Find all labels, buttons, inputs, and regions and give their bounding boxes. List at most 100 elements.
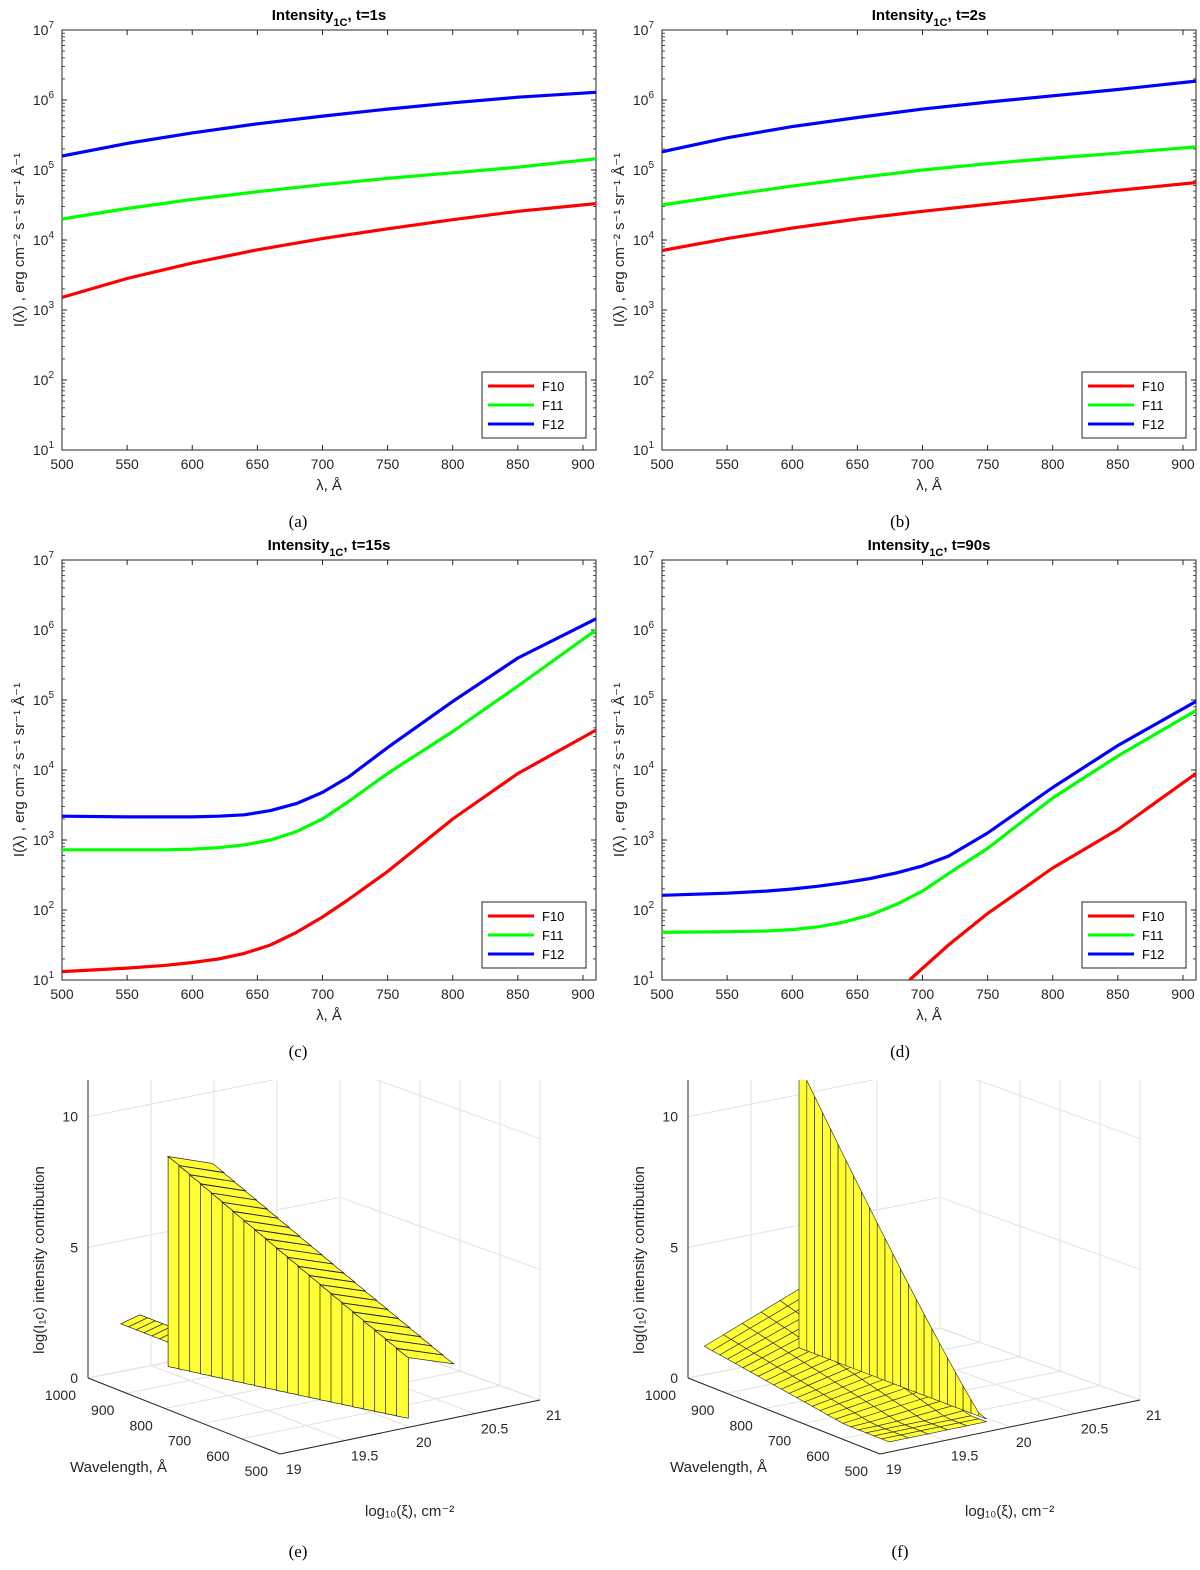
y-tick-label-f: 19.5: [951, 1448, 978, 1464]
surface-facet-f: [822, 1112, 831, 1361]
caption-a: (a): [288, 512, 308, 531]
legend-label-f11-c: F11: [542, 928, 563, 943]
x-tick-label-b: 500: [650, 456, 674, 472]
x-tick-label-d: 650: [846, 986, 870, 1002]
y-tick-label-a: 102: [33, 370, 55, 388]
y-tick-label-e: 20: [416, 1434, 432, 1450]
surface-facet-f: [900, 1268, 909, 1390]
surface-facet-e: [385, 1338, 398, 1417]
x-tick-label-b: 600: [781, 456, 805, 472]
caption-e: (e): [288, 1542, 308, 1561]
series-line-f10-c: [62, 728, 596, 974]
surface-facet-f: [923, 1313, 933, 1399]
legend-label-f11-b: F11: [1142, 398, 1163, 413]
x-tick-label-f: 900: [691, 1402, 715, 1418]
y-tick-label-a: 107: [33, 20, 55, 38]
series-line-f11-a: [62, 157, 596, 221]
surface-facet-f: [978, 1412, 987, 1420]
surface-facet-e: [374, 1329, 387, 1415]
series-line-f11-d: [662, 709, 1196, 934]
caption-f: (f): [891, 1542, 909, 1561]
x-axis-label-b: λ, Å: [916, 477, 942, 494]
series-line-f10-a: [62, 202, 596, 299]
surface-facet-e: [211, 1192, 224, 1379]
y-tick-label-f: 21: [1146, 1407, 1162, 1423]
legend-label-f12-b: F12: [1142, 417, 1164, 432]
chart-panel-a: Intensity1C, t=1s 500 550 600 650 700 750 800 85…: [0, 0, 600, 500]
x-tick-label-b: 650: [846, 456, 870, 472]
surface-facet-e: [362, 1320, 422, 1338]
surface-facet-e: [287, 1256, 300, 1396]
surface-facet-e: [275, 1247, 335, 1265]
y-axis-label-f: log₁₀(ξ), cm⁻²: [965, 1503, 1054, 1520]
surface-facet-e: [210, 1192, 269, 1210]
x-tick-label-b: 750: [976, 456, 1000, 472]
surface-facet-f: [931, 1328, 941, 1402]
surface-facet-f: [970, 1398, 980, 1417]
y-tick-label-d: 106: [633, 620, 655, 638]
chart-title-c: Intensity1C, t=15s: [268, 537, 391, 559]
y-tick-label-d: 103: [633, 830, 655, 848]
z-tick-label-e: 10: [62, 1109, 78, 1125]
z-axis-label-e: log(I₁c) intensity contribution: [31, 1166, 48, 1354]
y-tick-label-c: 104: [33, 760, 55, 778]
x-tick-label-c: 700: [311, 986, 335, 1002]
x-tick-label-e: 700: [168, 1433, 192, 1449]
x-tick-label-c: 850: [506, 986, 530, 1002]
legend-label-f12-d: F12: [1142, 947, 1164, 962]
x-tick-label-e: 500: [245, 1463, 269, 1479]
axes-box-a: [61, 29, 597, 451]
series-line-f12-d: [662, 700, 1196, 897]
series-line-f12-c: [62, 617, 596, 819]
surface-facet-f: [954, 1370, 964, 1411]
series-line-f11-c: [62, 628, 596, 852]
surface-facet-e: [264, 1238, 324, 1256]
surface-facet-e: [352, 1311, 365, 1410]
surface-facet-e: [296, 1265, 357, 1283]
surface-facet-e: [253, 1229, 313, 1247]
surface-facet-f: [908, 1283, 917, 1393]
axes-box-c: [61, 559, 597, 981]
x-axis-label-a: λ, Å: [316, 477, 342, 494]
y-tick-label-b: 106: [633, 90, 655, 108]
x-tick-label-b: 550: [715, 456, 739, 472]
chart-b-svg: Intensity1C, t=2s 500 550 600 650 700 750 800 85…: [611, 7, 1197, 494]
y-tick-label-c: 103: [33, 830, 55, 848]
y-tick-label-b: 102: [633, 370, 655, 388]
chart-e-svg: I1c contribution function values, F11 γ=…: [31, 1080, 562, 1520]
z-tick-label-f: 10: [662, 1109, 678, 1125]
y-tick-label-b: 104: [633, 230, 655, 248]
y-tick-label-b: 101: [633, 440, 655, 458]
legend-label-f10-c: F10: [542, 909, 564, 924]
surface-facet-e: [395, 1348, 455, 1365]
x-tick-label-a: 550: [115, 456, 139, 472]
x-tick-label-d: 600: [781, 986, 805, 1002]
surface-facet-f: [892, 1253, 901, 1387]
y-tick-label-b: 107: [633, 20, 655, 38]
surface-facet-f: [876, 1222, 886, 1381]
chart-title-a: Intensity1C, t=1s: [272, 7, 387, 29]
y-axis-label-e: log₁₀(ξ), cm⁻²: [365, 1503, 454, 1520]
surface-facet-e: [373, 1329, 433, 1347]
x-tick-label-a: 750: [376, 456, 400, 472]
x-tick-label-a: 500: [50, 456, 74, 472]
x-tick-label-f: 700: [768, 1433, 792, 1449]
chart-panel-e: I1c contribution function values, F11 γ=…: [0, 1080, 600, 1530]
surface-facet-e: [188, 1174, 247, 1192]
surface-facet-e: [178, 1165, 235, 1182]
y-tick-label-c: 105: [33, 690, 55, 708]
x-tick-label-f: 500: [845, 1463, 869, 1479]
surface-facet-e: [329, 1293, 389, 1310]
chart-f-svg: I1c contribution function values, F11 γ=…: [631, 1080, 1162, 1520]
x-tick-label-e: 600: [206, 1448, 230, 1464]
surface-facet-e: [199, 1183, 258, 1201]
y-tick-label-c: 102: [33, 900, 55, 918]
y-tick-label-c: 101: [33, 970, 55, 988]
x-tick-label-a: 700: [311, 456, 335, 472]
x-tick-label-a: 900: [571, 456, 595, 472]
y-tick-label-b: 105: [633, 160, 655, 178]
surface-facet-f: [845, 1160, 854, 1370]
surface-facet-e: [232, 1210, 245, 1384]
y-tick-label-a: 103: [33, 300, 55, 318]
y-tick-label-a: 106: [33, 90, 55, 108]
